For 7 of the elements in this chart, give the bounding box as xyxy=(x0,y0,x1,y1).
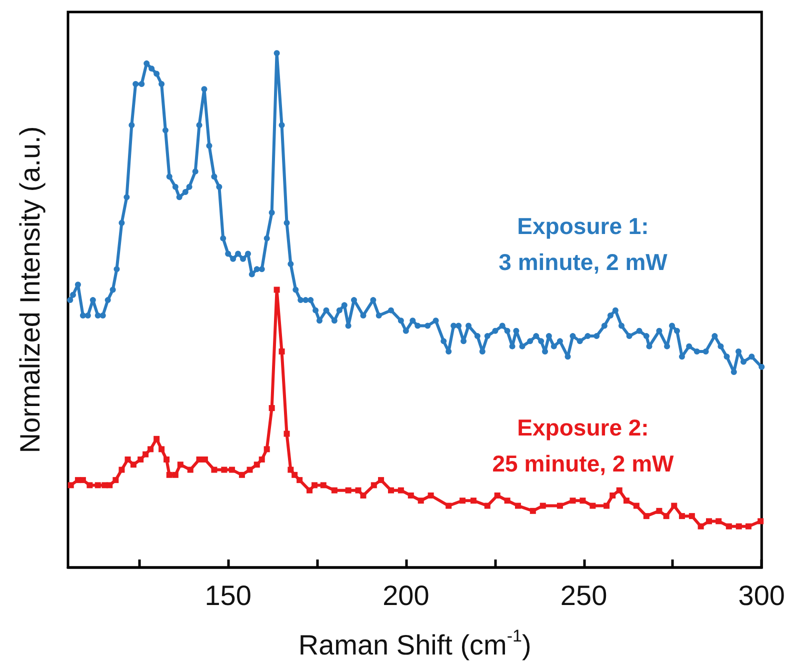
x-tick-label: 300 xyxy=(738,580,785,611)
x-tick-label: 150 xyxy=(204,580,252,611)
series-label: Exposure 2: 25 minute, 2 mW xyxy=(492,414,674,477)
x-tick-label: 250 xyxy=(560,580,608,611)
x-tick-label: 200 xyxy=(382,580,430,611)
y-axis-title: Normalized Intensity (a.u.) xyxy=(14,126,46,454)
text: Exposure 1: 3 minute, 2 mW xyxy=(498,213,668,275)
